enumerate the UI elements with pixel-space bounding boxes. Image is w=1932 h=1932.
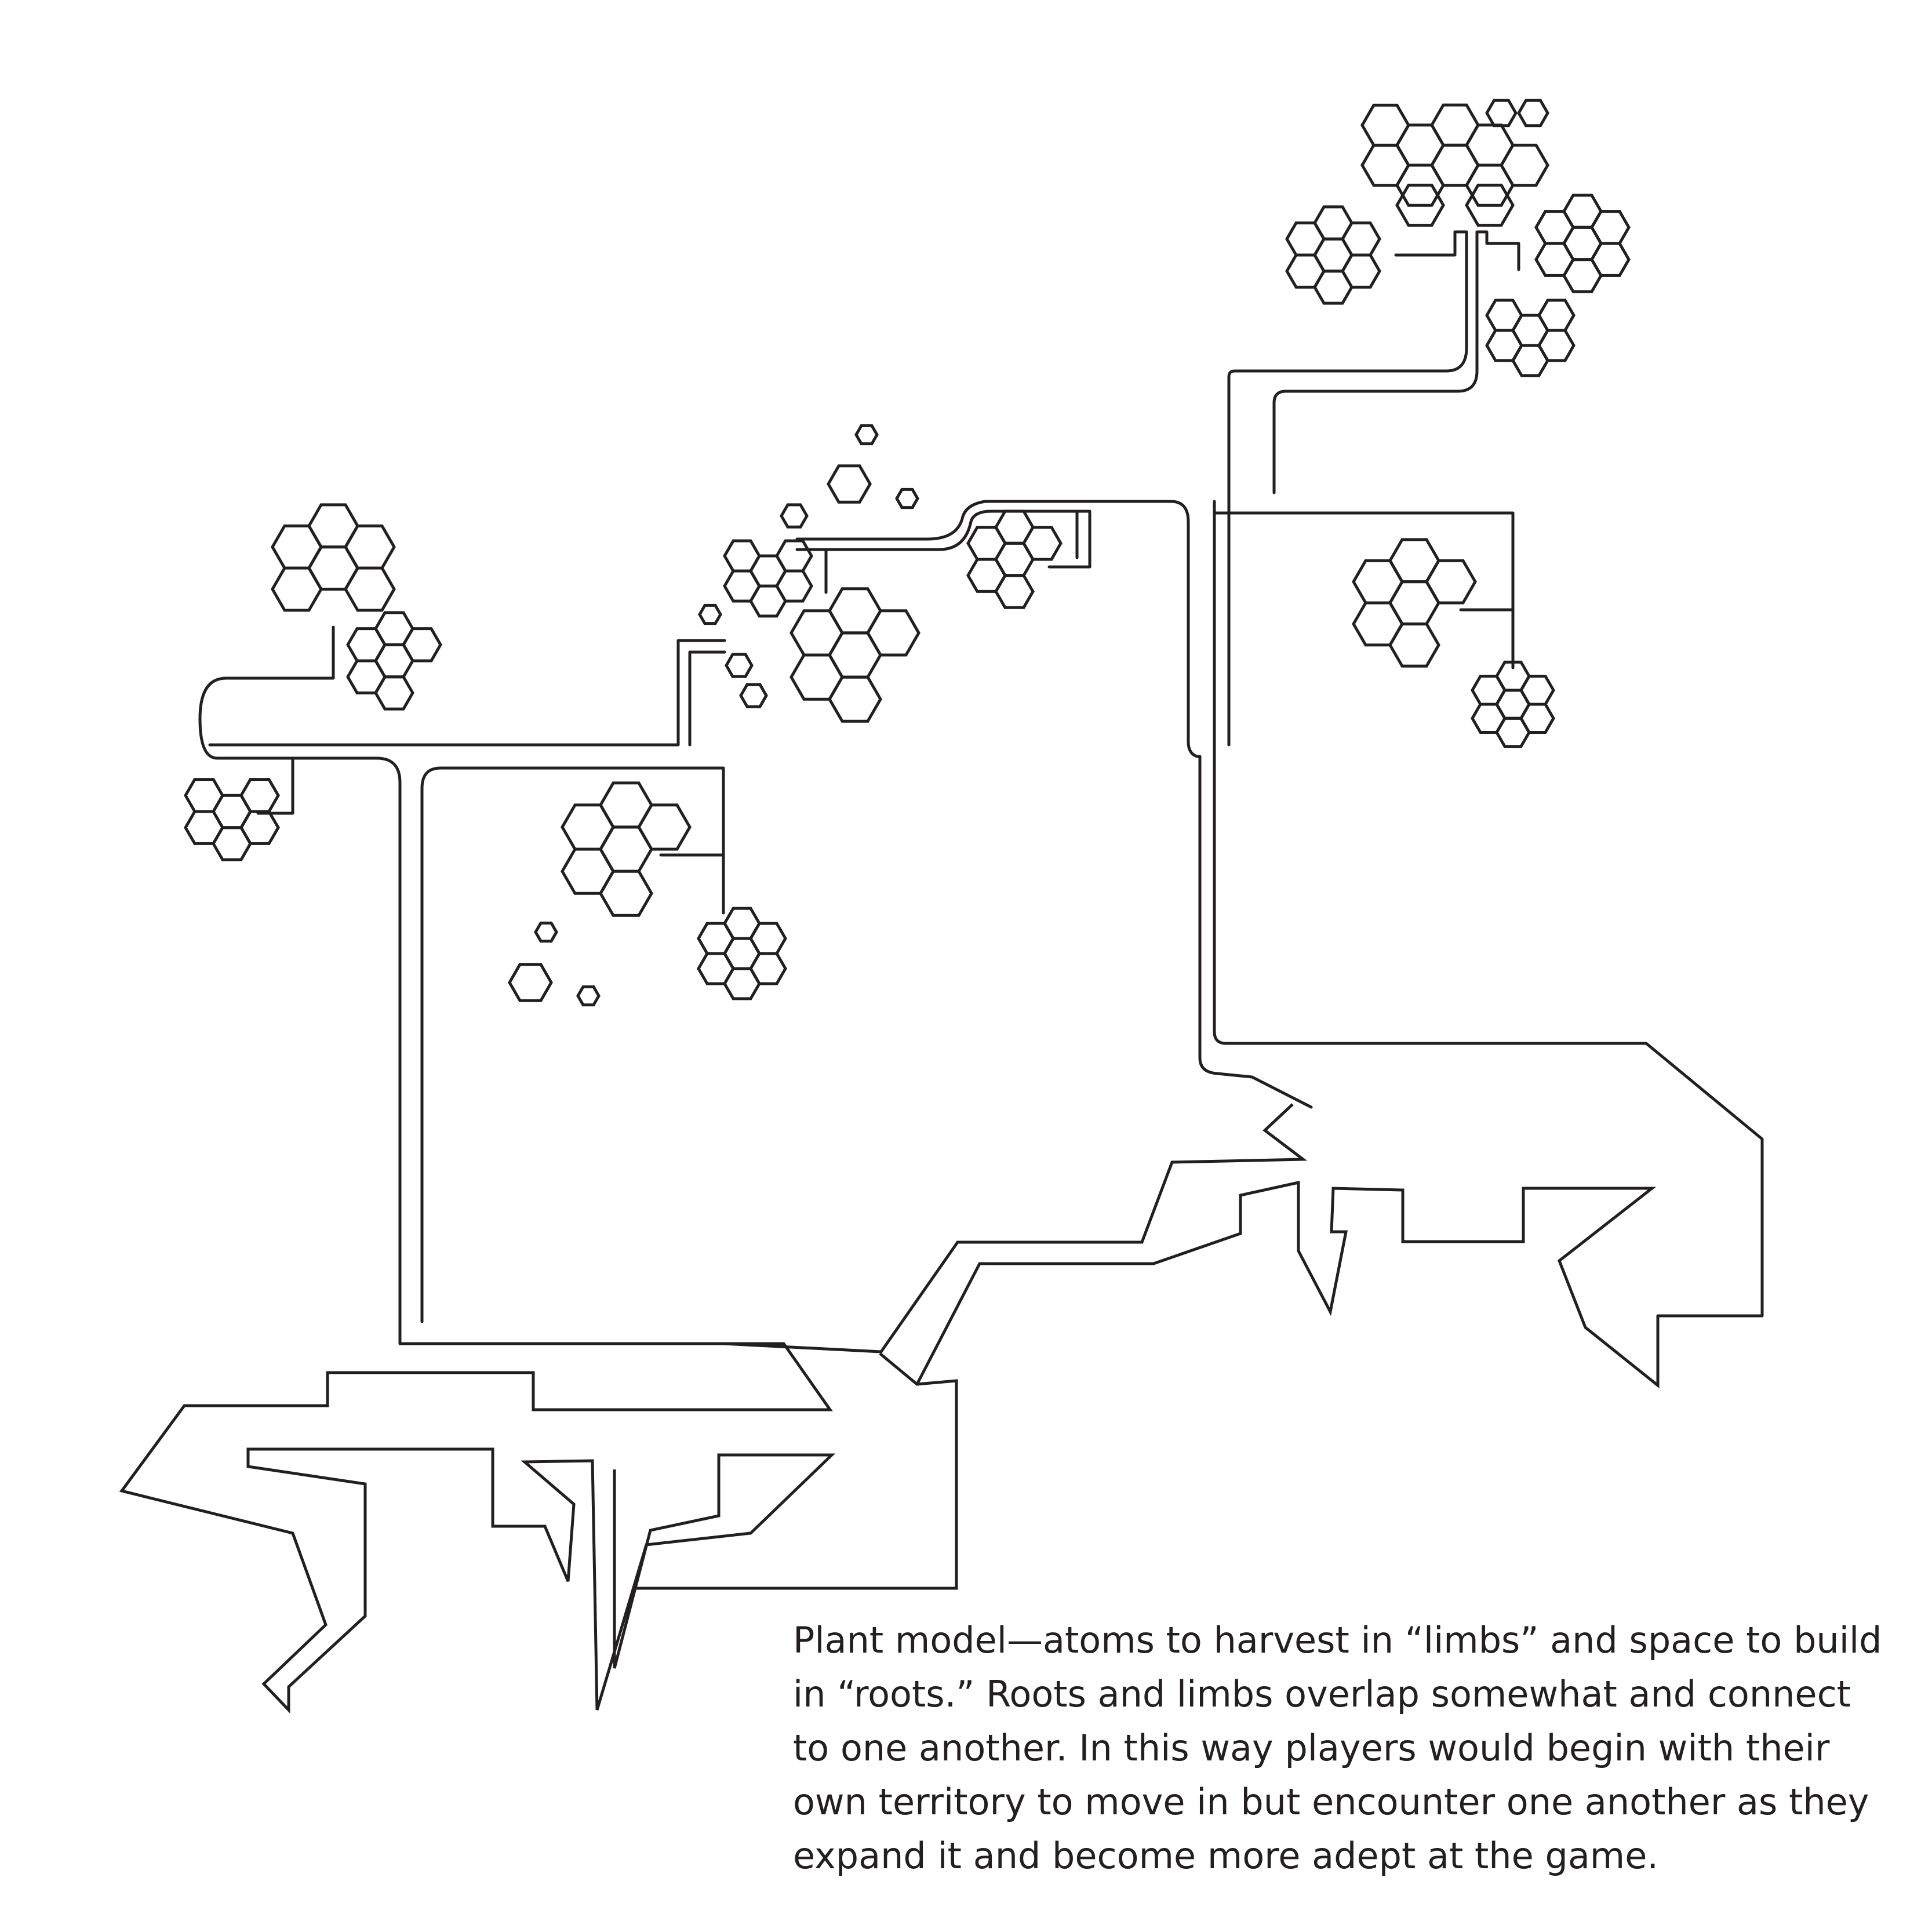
atom-hexagon	[576, 985, 601, 1007]
atom-hexagon	[1425, 559, 1477, 605]
atom-hexagon	[1341, 253, 1381, 289]
atom-hexagon	[966, 526, 1007, 561]
atom-hexagon	[697, 922, 735, 955]
limb-stem-main-inner	[420, 766, 725, 1323]
atom-hexagon	[1517, 99, 1549, 128]
atom-hexagon	[184, 778, 224, 813]
root-center	[915, 1180, 1660, 1389]
root-left	[119, 1342, 836, 1714]
atom-hexagon	[1022, 526, 1063, 561]
atom-hexagon	[789, 653, 844, 701]
limb-stem-right	[1227, 242, 1468, 747]
atom-hexagon	[534, 921, 558, 943]
atom-hexagon	[1534, 210, 1575, 245]
atom-hexagon	[346, 627, 387, 663]
atom-hexagon	[561, 847, 615, 895]
atom-hexagon	[723, 569, 761, 603]
atom-hexagon	[1500, 143, 1549, 187]
atom-hexagon	[1519, 675, 1555, 706]
atom-hexagon	[1590, 210, 1631, 245]
atom-hexagon	[739, 683, 768, 708]
atom-hexagon	[775, 569, 813, 603]
atom-hexagon	[749, 922, 787, 955]
atom-hexagon	[1352, 601, 1404, 647]
atom-hexagon	[966, 558, 1007, 593]
caption: Plant model—atoms to harvest in “limbs” …	[793, 1613, 1906, 1883]
atom-hexagon	[775, 539, 813, 573]
atom-hexagon	[184, 810, 224, 845]
atom-hexagon	[561, 803, 615, 851]
limb-stem-upper-middle	[795, 500, 1313, 1109]
atom-hexagon	[780, 503, 809, 529]
limb-stem-right-lower	[1213, 500, 1764, 1318]
atom-hexagon	[271, 566, 323, 612]
atom-hexagon	[402, 627, 442, 663]
limb-stem-upper-middle-inner	[795, 510, 1091, 569]
limb-stem-right-branch	[1213, 511, 1515, 670]
atom-hexagon	[637, 803, 692, 851]
caption-line: own territory to move in but encounter o…	[793, 1781, 1869, 1823]
atom-hexagon	[1537, 329, 1576, 362]
atom-hexagon	[1360, 143, 1410, 187]
atom-hexagon	[508, 963, 553, 1002]
limb-stem-left-lower	[256, 756, 294, 815]
atom-hexagon	[1285, 253, 1326, 289]
atom-hexagon	[1537, 299, 1576, 332]
limb-stem-right-inner	[1272, 248, 1479, 494]
caption-line: Plant model—atoms to harvest in “limbs” …	[793, 1619, 1882, 1661]
atom-hexagon	[1485, 299, 1523, 332]
atom-hexagon	[271, 524, 323, 570]
caption-line: in “roots.” Roots and limbs overlap some…	[793, 1673, 1851, 1715]
root-middle	[723, 1103, 1308, 1354]
atom-hexagon	[895, 487, 919, 510]
atom-hexagon	[1352, 559, 1404, 605]
atom-hexagon	[854, 424, 879, 446]
atom-hexagon	[697, 952, 735, 985]
atom-clusters	[184, 99, 1631, 1007]
caption-line: expand it and become more adept at the g…	[793, 1835, 1659, 1877]
atom-hexagon	[1285, 221, 1326, 257]
atom-hexagon	[866, 609, 920, 657]
atom-hexagon	[1360, 103, 1410, 147]
limb-stem-left-upper	[208, 639, 726, 747]
atom-hexagon	[1465, 183, 1515, 227]
atom-hexagon	[749, 952, 787, 985]
atom-hexagon	[1471, 703, 1507, 734]
limb-stem-top-t2	[1475, 230, 1520, 271]
atom-hexagon	[1519, 703, 1555, 734]
limb-stem-main	[198, 676, 402, 1345]
atom-hexagon	[698, 603, 722, 625]
limb-stems	[198, 230, 1764, 1345]
atom-hexagon	[239, 810, 280, 845]
atom-hexagon	[1395, 183, 1445, 227]
atom-hexagon	[344, 524, 396, 570]
atom-hexagon	[239, 778, 280, 813]
limb-stem-top-t	[1394, 230, 1468, 257]
roots	[119, 1103, 1660, 1714]
atom-hexagon	[1534, 242, 1575, 277]
atom-hexagon	[1471, 675, 1507, 706]
atom-hexagon	[346, 659, 387, 694]
atom-hexagon	[1485, 99, 1518, 128]
atom-hexagon	[344, 566, 396, 612]
root-middle-inner	[635, 1352, 958, 1590]
atom-hexagon	[789, 609, 844, 657]
atom-hexagon	[723, 539, 761, 573]
atom-hexagon	[725, 653, 754, 678]
atom-hexagon	[1341, 221, 1381, 257]
caption-line: to one another. In this way players woul…	[793, 1727, 1830, 1769]
limb-stem-middle	[688, 650, 726, 747]
atom-hexagon	[1485, 329, 1523, 362]
atom-hexagon	[1590, 242, 1631, 277]
atom-hexagon	[827, 464, 872, 504]
